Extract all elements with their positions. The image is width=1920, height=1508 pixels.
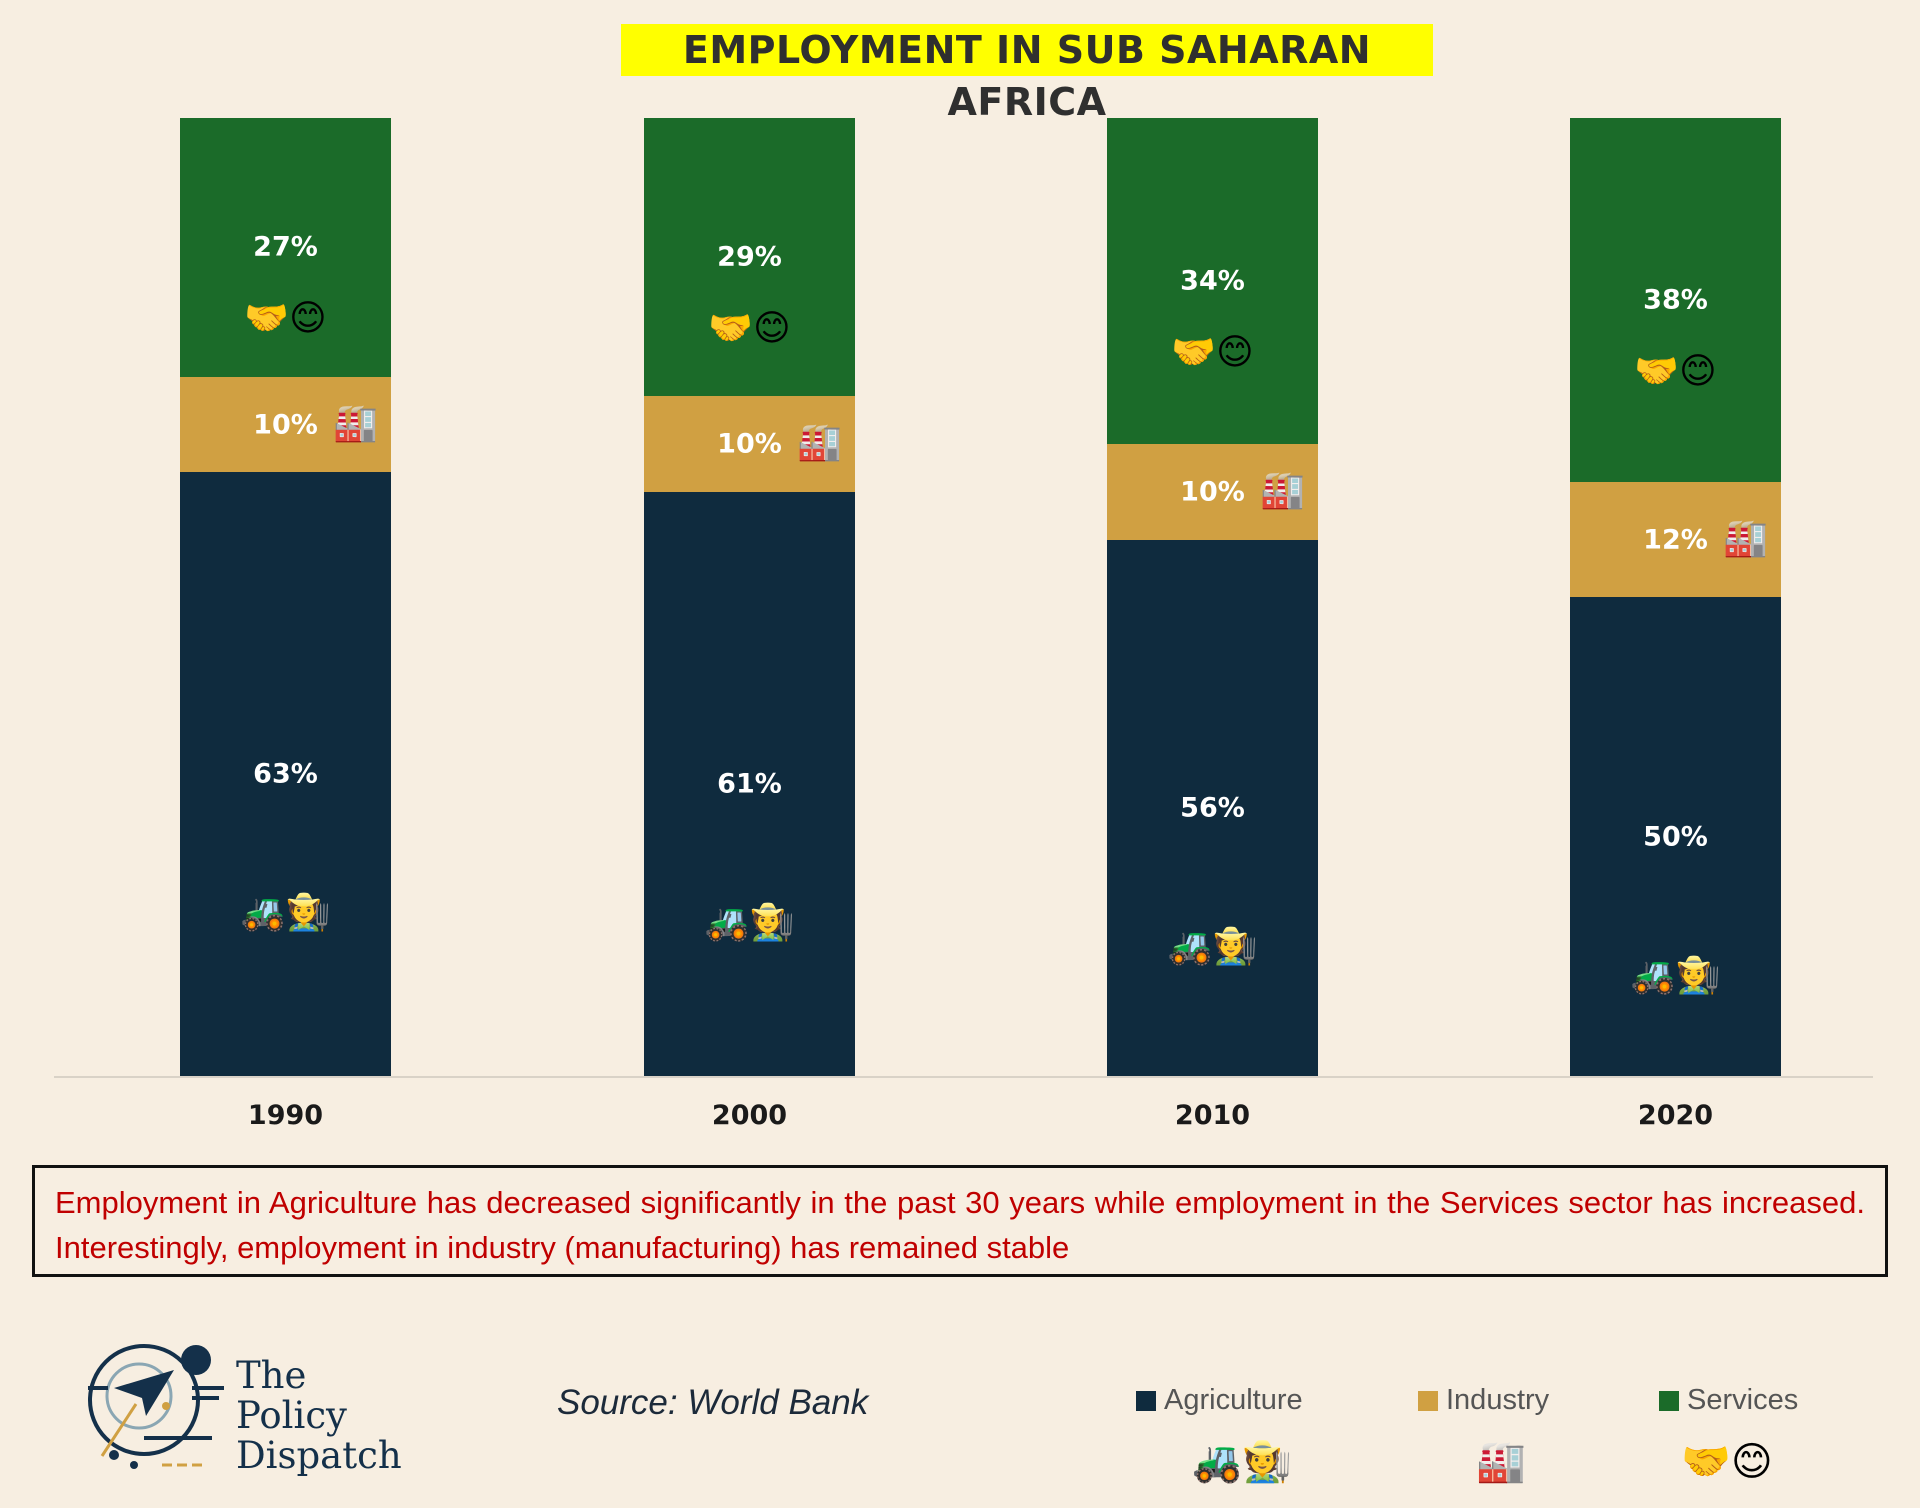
- bar-segment-industry-1990: [180, 376, 391, 473]
- bar-segment-agriculture-1990: [180, 472, 391, 1076]
- tractor-farmer-icon: 🚜🧑‍🌾: [1630, 954, 1721, 996]
- data-label-services-1990: 27%: [253, 231, 318, 263]
- tractor-farmer-icon: 🚜🧑‍🌾: [704, 901, 795, 943]
- bar-segment-industry-2010: [1107, 443, 1318, 540]
- bar-segment-services-2020: [1570, 118, 1781, 483]
- bar-segment-services-2010: [1107, 118, 1318, 444]
- legend-label-agriculture: Agriculture: [1164, 1384, 1303, 1416]
- factory-icon: 🏭: [797, 421, 842, 463]
- bar-segment-industry-2000: [644, 395, 855, 492]
- data-label-industry-2000: 10%: [717, 428, 782, 460]
- paper-plane-logo-icon: [88, 1344, 224, 1469]
- data-label-services-2000: 29%: [717, 241, 782, 273]
- legend-item-industry: Industry: [1418, 1384, 1549, 1417]
- x-axis-line: [54, 1076, 1873, 1078]
- handshake-smile-icon: 🤝😊: [1171, 331, 1254, 373]
- x-tick-label-2000: 2000: [711, 1100, 788, 1131]
- handshake-smile-icon: 🤝😊: [1681, 1439, 1773, 1485]
- legend-swatch-agriculture: [1136, 1390, 1156, 1411]
- stacked-bar-chart: 63% 🚜🧑‍🌾 10% 🏭 27% 🤝😊 61% 🚜🧑‍🌾 10% 🏭 29% 🤝😊 56% 🚜🧑‍🌾 1…: [180, 118, 1781, 1076]
- tractor-farmer-icon: 🚜🧑‍🌾: [1167, 925, 1258, 967]
- bar-segment-services-1990: [180, 118, 391, 377]
- bar-segment-agriculture-2010: [1107, 539, 1318, 1076]
- data-label-agriculture-2010: 56%: [1180, 792, 1245, 824]
- factory-icon: 🏭: [1260, 469, 1305, 511]
- data-label-agriculture-1990: 63%: [253, 758, 318, 790]
- factory-icon: 🏭: [1723, 517, 1768, 559]
- logo-text-dispatch: Dispatch: [236, 1434, 402, 1477]
- data-label-services-2010: 34%: [1180, 265, 1245, 297]
- data-label-industry-2020: 12%: [1643, 524, 1708, 556]
- logo-text-the: The: [236, 1354, 307, 1397]
- data-label-industry-1990: 10%: [253, 409, 318, 441]
- legend-item-agriculture: Agriculture: [1136, 1384, 1303, 1417]
- x-tick-label-2010: 2010: [1174, 1100, 1251, 1131]
- legend-label-industry: Industry: [1446, 1384, 1550, 1416]
- x-tick-label-1990: 1990: [247, 1100, 324, 1131]
- factory-icon: 🏭: [333, 402, 378, 444]
- logo-text-policy: Policy: [236, 1394, 347, 1437]
- handshake-smile-icon: 🤝😊: [244, 298, 327, 340]
- factory-icon: 🏭: [1476, 1439, 1526, 1485]
- tractor-farmer-icon: 🚜🧑‍🌾: [1192, 1439, 1292, 1485]
- data-label-industry-2010: 10%: [1180, 476, 1245, 508]
- bar-segment-agriculture-2020: [1570, 597, 1781, 1076]
- bar-segment-industry-2020: [1570, 482, 1781, 597]
- chart-title: EMPLOYMENT IN SUB SAHARAN AFRICA: [621, 24, 1433, 124]
- note-box: Employment in Agriculture has decreased …: [32, 1165, 1888, 1277]
- bar-segment-services-2000: [644, 118, 855, 396]
- handshake-smile-icon: 🤝😊: [1634, 351, 1717, 393]
- legend-swatch-services: [1659, 1390, 1679, 1411]
- data-label-services-2020: 38%: [1643, 284, 1708, 316]
- tractor-farmer-icon: 🚜🧑‍🌾: [240, 892, 331, 934]
- data-label-agriculture-2000: 61%: [717, 768, 782, 800]
- legend-swatch-industry: [1418, 1390, 1438, 1411]
- bar-segment-agriculture-2000: [644, 491, 855, 1076]
- logo: The Policy Dispatch: [84, 1328, 402, 1488]
- handshake-smile-icon: 🤝😊: [708, 307, 791, 349]
- source-text: Source: World Bank: [557, 1383, 869, 1422]
- x-tick-label-2020: 2020: [1637, 1100, 1714, 1131]
- legend-item-services: Services: [1659, 1384, 1798, 1417]
- data-label-agriculture-2020: 50%: [1643, 821, 1708, 852]
- legend-label-services: Services: [1687, 1384, 1799, 1416]
